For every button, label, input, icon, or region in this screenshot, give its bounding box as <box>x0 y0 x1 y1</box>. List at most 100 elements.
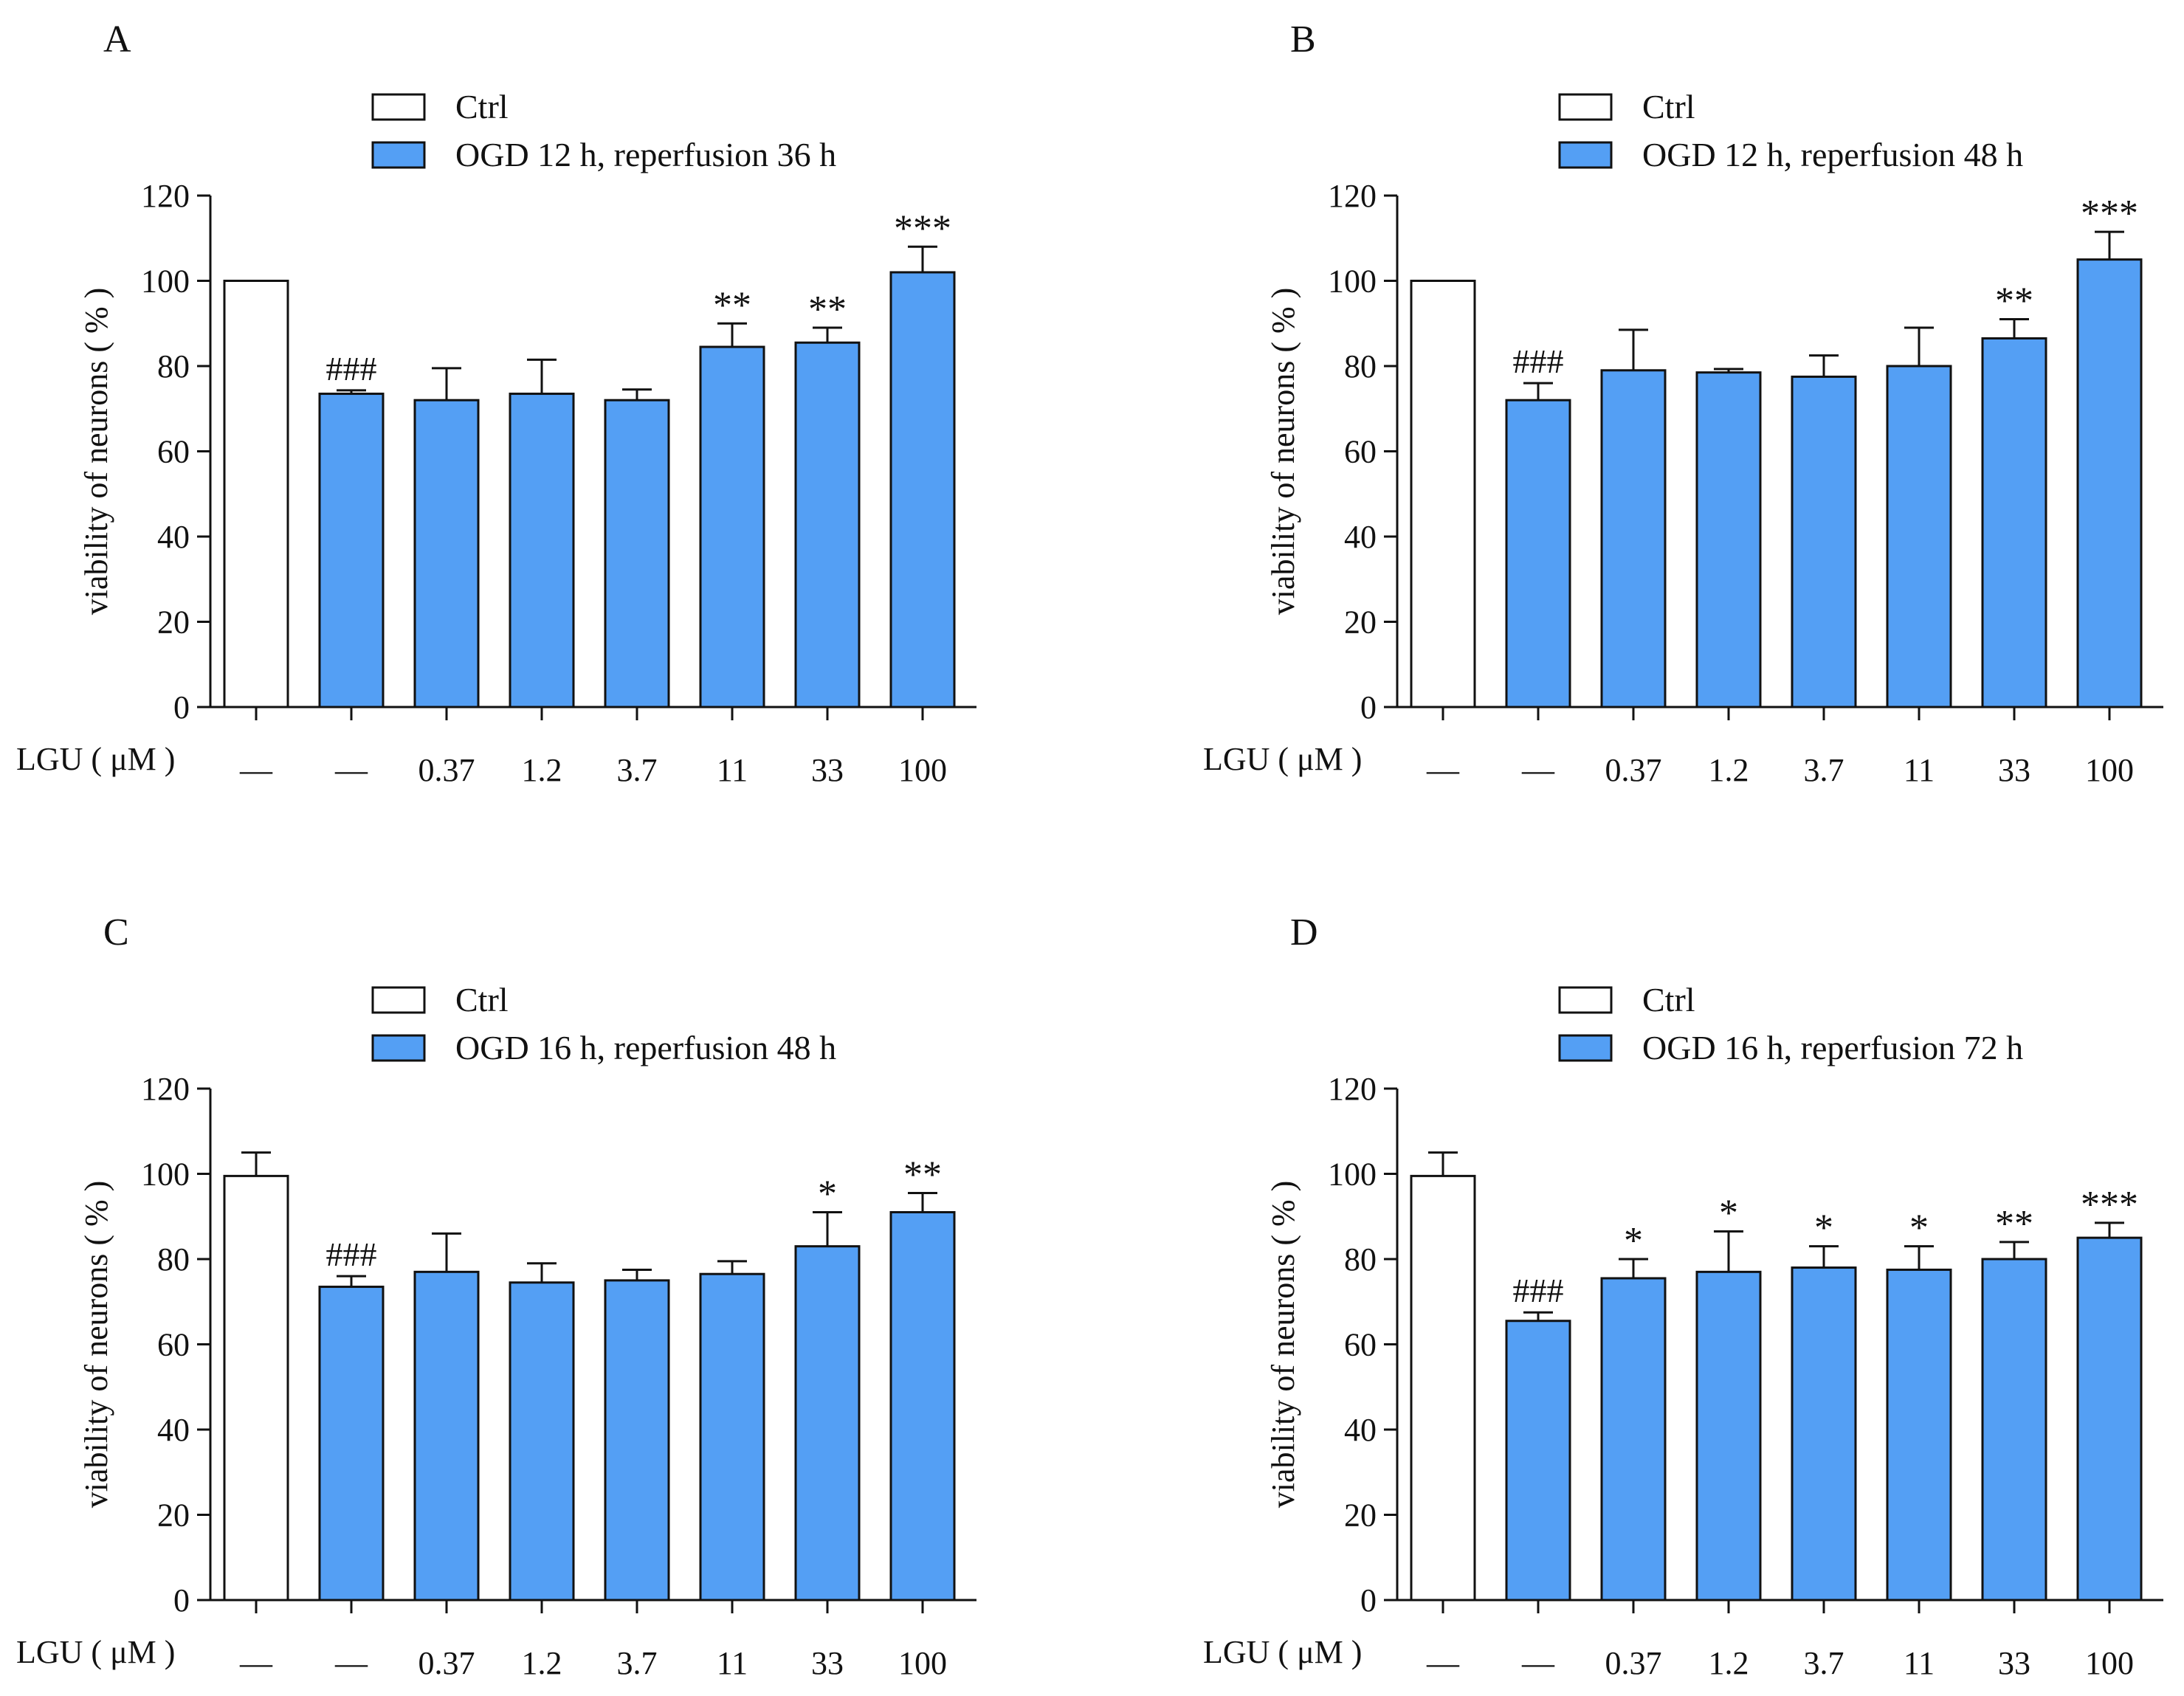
y-tick-label: 40 <box>157 519 190 555</box>
panel-A-letter: A <box>103 18 131 61</box>
bar-B-6 <box>1981 337 2047 709</box>
significance-star-label: * <box>1719 1192 1738 1234</box>
y-tick-label: 0 <box>1360 689 1377 725</box>
x-category-label: — <box>334 752 368 788</box>
panel-A: A Ctrl OGD 12 h, reperfusion 36 h 0 20 40 60 80… <box>16 18 976 788</box>
x-category-label: 11 <box>717 752 748 788</box>
bar-D-3 <box>1695 1270 1762 1602</box>
legend-label-ctrl: Ctrl <box>1642 981 1695 1018</box>
panel-C-legend: Ctrl OGD 16 h, reperfusion 48 h <box>371 981 836 1066</box>
y-tick-label: 40 <box>1344 519 1377 555</box>
y-tick-label: 20 <box>157 1497 190 1534</box>
panel-C-y-axis-label: viability of neurons ( % ) <box>78 1181 114 1509</box>
significance-star-label: *** <box>2081 1184 2138 1226</box>
legend-swatch-treated <box>371 1034 426 1062</box>
panel-D-y-axis-label: viability of neurons ( % ) <box>1265 1181 1301 1509</box>
bar-C-5 <box>699 1272 765 1602</box>
y-tick-label: 0 <box>1360 1582 1377 1619</box>
legend-swatch-ctrl <box>371 93 426 121</box>
legend-label-treated: OGD 12 h, reperfusion 48 h <box>1642 136 2023 173</box>
x-category-label: 100 <box>898 1645 947 1681</box>
x-category-label: 3.7 <box>617 1645 658 1681</box>
bar-D-4 <box>1791 1266 1857 1602</box>
y-tick-label: 120 <box>141 1071 190 1107</box>
bar-A-2 <box>413 399 480 709</box>
x-category-label: — <box>239 752 273 788</box>
y-tick-label: 100 <box>1328 263 1377 300</box>
y-tick-label: 80 <box>1344 1241 1377 1278</box>
y-tick-label: 0 <box>173 1582 190 1619</box>
x-category-label: 0.37 <box>1605 752 1662 788</box>
y-tick-label: 100 <box>141 263 190 300</box>
x-category-label: 100 <box>2085 752 2134 788</box>
significance-hash-label: ### <box>326 350 377 387</box>
bar-D-5 <box>1886 1268 1952 1602</box>
x-category-label: 100 <box>898 752 947 788</box>
bar-A-6 <box>794 341 861 709</box>
x-category-label: 33 <box>1998 1645 2030 1681</box>
significance-star-label: ** <box>713 284 751 326</box>
bar-A-7 <box>889 271 956 709</box>
legend-label-treated: OGD 12 h, reperfusion 36 h <box>455 136 836 173</box>
legend-swatch-treated <box>1558 141 1613 169</box>
bar-C-3 <box>509 1281 575 1602</box>
bar-D-6 <box>1981 1258 2047 1602</box>
panel-A-x-axis-label: LGU ( μM ) <box>16 741 175 777</box>
y-tick-label: 120 <box>141 178 190 214</box>
x-category-label: 1.2 <box>522 752 562 788</box>
x-category-label: 11 <box>717 1645 748 1681</box>
bar-C-4 <box>604 1279 670 1602</box>
y-tick-label: 0 <box>173 689 190 725</box>
panel-B: B Ctrl OGD 12 h, reperfusion 48 h 0 20 40 60 80… <box>1203 18 2163 788</box>
x-category-label: 1.2 <box>522 1645 562 1681</box>
y-tick-label: 20 <box>157 604 190 641</box>
x-category-label: — <box>1426 1645 1460 1681</box>
y-tick-label: 60 <box>157 1327 190 1363</box>
x-category-label: 0.37 <box>418 1645 475 1681</box>
legend-swatch-ctrl <box>1558 93 1613 121</box>
x-category-label: 1.2 <box>1709 752 1749 788</box>
y-tick-label: 60 <box>157 434 190 470</box>
y-tick-label: 20 <box>1344 604 1377 641</box>
panel-D: D Ctrl OGD 16 h, reperfusion 72 h 0 20 40 60 80… <box>1203 911 2163 1681</box>
bar-B-5 <box>1886 365 1952 709</box>
bar-D-1 <box>1505 1320 1571 1602</box>
x-category-label: — <box>1521 1645 1555 1681</box>
significance-star-label: * <box>1624 1220 1643 1262</box>
x-category-label: 33 <box>811 752 844 788</box>
y-tick-label: 60 <box>1344 1327 1377 1363</box>
significance-star-label: ** <box>1995 280 2033 322</box>
y-tick-label: 100 <box>1328 1156 1377 1193</box>
bar-C-6 <box>794 1245 861 1602</box>
significance-star-label: ** <box>1995 1203 2033 1245</box>
panel-B-letter: B <box>1290 18 1316 61</box>
bar-A-3 <box>509 393 575 709</box>
x-category-label: 0.37 <box>418 752 475 788</box>
significance-hash-label: ### <box>1513 1272 1564 1309</box>
x-category-label: 11 <box>1904 752 1935 788</box>
bar-A-5 <box>699 345 765 709</box>
significance-star-label: * <box>1909 1207 1929 1249</box>
panel-C-letter: C <box>103 911 129 954</box>
x-category-label: 11 <box>1904 1645 1935 1681</box>
legend-label-ctrl: Ctrl <box>455 88 509 125</box>
x-category-label: 1.2 <box>1709 1645 1749 1681</box>
legend-swatch-treated <box>1558 1034 1613 1062</box>
x-category-label: 3.7 <box>1804 1645 1844 1681</box>
significance-star-label: *** <box>894 207 951 249</box>
x-category-label: — <box>334 1645 368 1681</box>
bar-B-0 <box>1410 280 1476 709</box>
bar-B-2 <box>1600 369 1667 709</box>
legend-swatch-ctrl <box>1558 986 1613 1014</box>
bar-B-7 <box>2076 258 2143 709</box>
bar-B-1 <box>1505 399 1571 709</box>
bar-A-4 <box>604 399 670 709</box>
panel-D-legend: Ctrl OGD 16 h, reperfusion 72 h <box>1558 981 2023 1066</box>
significance-star-label: ** <box>808 289 847 331</box>
x-category-label: 33 <box>811 1645 844 1681</box>
x-category-label: — <box>1521 752 1555 788</box>
legend-label-treated: OGD 16 h, reperfusion 72 h <box>1642 1029 2023 1066</box>
y-tick-label: 20 <box>1344 1497 1377 1534</box>
significance-star-label: *** <box>2081 193 2138 235</box>
bar-D-7 <box>2076 1236 2143 1602</box>
